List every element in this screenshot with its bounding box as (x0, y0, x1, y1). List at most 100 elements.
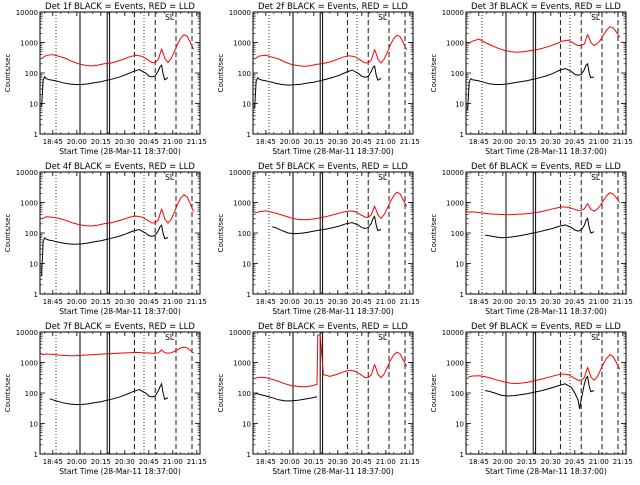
y-tick-label: 1000 (20, 200, 38, 208)
x-tick-label: 18:45 (469, 298, 489, 306)
y-tick-label: 1 (247, 131, 251, 139)
x-tick-label: 21:15 (400, 458, 420, 466)
y-tick-label: 10000 (16, 329, 38, 337)
y-tick-label: 10 (242, 101, 251, 109)
panel-title: Det 9f BLACK = Events, RED = LLD (471, 322, 621, 332)
x-tick-label: 20:45 (352, 458, 372, 466)
y-tick-label: 1000 (446, 360, 464, 368)
plot-frame (465, 331, 627, 455)
x-tick-label: 21:00 (589, 138, 609, 146)
events-series-line (41, 64, 169, 107)
x-axis-label: Start Time (28-Mar-11 18:37:00) (272, 307, 394, 316)
y-tick-label: 1000 (233, 360, 251, 368)
x-tick-label: 20:00 (493, 458, 513, 466)
y-tick-label: 100 (451, 390, 464, 398)
y-tick-label: 1 (34, 131, 38, 139)
y-tick-label: 1000 (20, 360, 38, 368)
sl-marker-label: SL (591, 333, 601, 342)
y-axis-label: Counts/sec (430, 374, 438, 413)
x-tick-label: 21:15 (400, 138, 420, 146)
x-tick-label: 20:30 (115, 458, 135, 466)
x-tick-label: 21:15 (613, 138, 633, 146)
y-axis-label: Counts/sec (430, 214, 438, 253)
x-tick-label: 20:15 (304, 298, 324, 306)
events-series-line (467, 62, 595, 111)
panel-title: Det 1f BLACK = Events, RED = LLD (45, 2, 195, 12)
y-tick-label: 10000 (229, 169, 251, 177)
x-tick-label: 20:15 (91, 458, 111, 466)
x-tick-label: 20:15 (517, 138, 537, 146)
x-tick-label: 18:45 (469, 138, 489, 146)
plot-frame (465, 11, 627, 135)
plot-frame (39, 11, 201, 135)
y-axis-label: Counts/sec (430, 54, 438, 93)
panel-3: Det 3f BLACK = Events, RED = LLD Counts/s… (430, 2, 633, 156)
panel-4: Det 4f BLACK = Events, RED = LLD Counts/s… (4, 162, 207, 316)
x-tick-label: 21:00 (163, 298, 183, 306)
y-tick-label: 1000 (446, 40, 464, 48)
x-tick-label: 20:15 (517, 458, 537, 466)
x-tick-label: 18:45 (43, 298, 63, 306)
x-tick-label: 20:45 (565, 138, 585, 146)
lld-series-line (254, 34, 408, 67)
y-axis-label: Counts/sec (4, 374, 12, 413)
x-tick-label: 21:15 (187, 458, 207, 466)
panel-title: Det 5f BLACK = Events, RED = LLD (258, 162, 408, 172)
panel-title: Det 8f BLACK = Events, RED = LLD (258, 322, 408, 332)
events-series-line (49, 382, 169, 405)
x-tick-label: 18:45 (256, 458, 276, 466)
x-axis-label: Start Time (28-Mar-11 18:37:00) (59, 467, 181, 476)
x-tick-label: 18:45 (43, 458, 63, 466)
y-tick-label: 1 (460, 291, 464, 299)
y-tick-label: 100 (25, 390, 38, 398)
events-series-line (254, 64, 382, 109)
plot-frame (252, 171, 414, 295)
x-tick-label: 20:30 (328, 458, 348, 466)
lld-series-line (254, 334, 408, 388)
y-tick-label: 10 (242, 261, 251, 269)
x-tick-label: 18:45 (256, 298, 276, 306)
x-tick-label: 20:45 (139, 298, 159, 306)
x-tick-label: 20:00 (67, 458, 87, 466)
x-tick-label: 20:45 (352, 298, 372, 306)
x-tick-label: 20:30 (541, 138, 561, 146)
sl-marker-label: SL (165, 13, 175, 22)
x-tick-label: 21:15 (187, 298, 207, 306)
x-tick-label: 21:00 (163, 138, 183, 146)
panel-9: Det 9f BLACK = Events, RED = LLD Counts/s… (430, 322, 633, 476)
x-tick-label: 21:00 (589, 298, 609, 306)
y-tick-label: 10000 (442, 329, 464, 337)
y-tick-label: 10 (455, 421, 464, 429)
x-tick-label: 20:15 (517, 298, 537, 306)
y-tick-label: 1 (460, 131, 464, 139)
y-axis-label: Counts/sec (4, 214, 12, 253)
x-tick-label: 20:30 (115, 138, 135, 146)
lld-series-line (41, 194, 195, 227)
plot-frame (252, 11, 414, 135)
x-tick-label: 20:00 (280, 298, 300, 306)
y-tick-label: 10000 (229, 329, 251, 337)
y-axis-label: Counts/sec (217, 54, 225, 93)
x-tick-label: 20:15 (304, 138, 324, 146)
x-tick-label: 20:30 (115, 298, 135, 306)
y-tick-label: 10 (242, 421, 251, 429)
x-tick-label: 20:15 (91, 138, 111, 146)
x-axis-label: Start Time (28-Mar-11 18:37:00) (485, 147, 607, 156)
y-tick-label: 100 (25, 70, 38, 78)
panel-title: Det 3f BLACK = Events, RED = LLD (471, 2, 621, 12)
x-tick-label: 18:45 (469, 458, 489, 466)
x-tick-label: 21:00 (376, 138, 396, 146)
x-tick-label: 18:45 (256, 138, 276, 146)
panel-title: Det 6f BLACK = Events, RED = LLD (471, 162, 621, 172)
x-tick-label: 21:00 (589, 458, 609, 466)
sl-marker-label: SL (378, 13, 388, 22)
panel-title: Det 2f BLACK = Events, RED = LLD (258, 2, 408, 12)
y-tick-label: 10 (29, 421, 38, 429)
x-tick-label: 21:00 (376, 298, 396, 306)
x-tick-label: 20:00 (67, 138, 87, 146)
x-tick-label: 20:30 (328, 138, 348, 146)
x-tick-label: 21:15 (613, 458, 633, 466)
y-tick-label: 100 (25, 230, 38, 238)
